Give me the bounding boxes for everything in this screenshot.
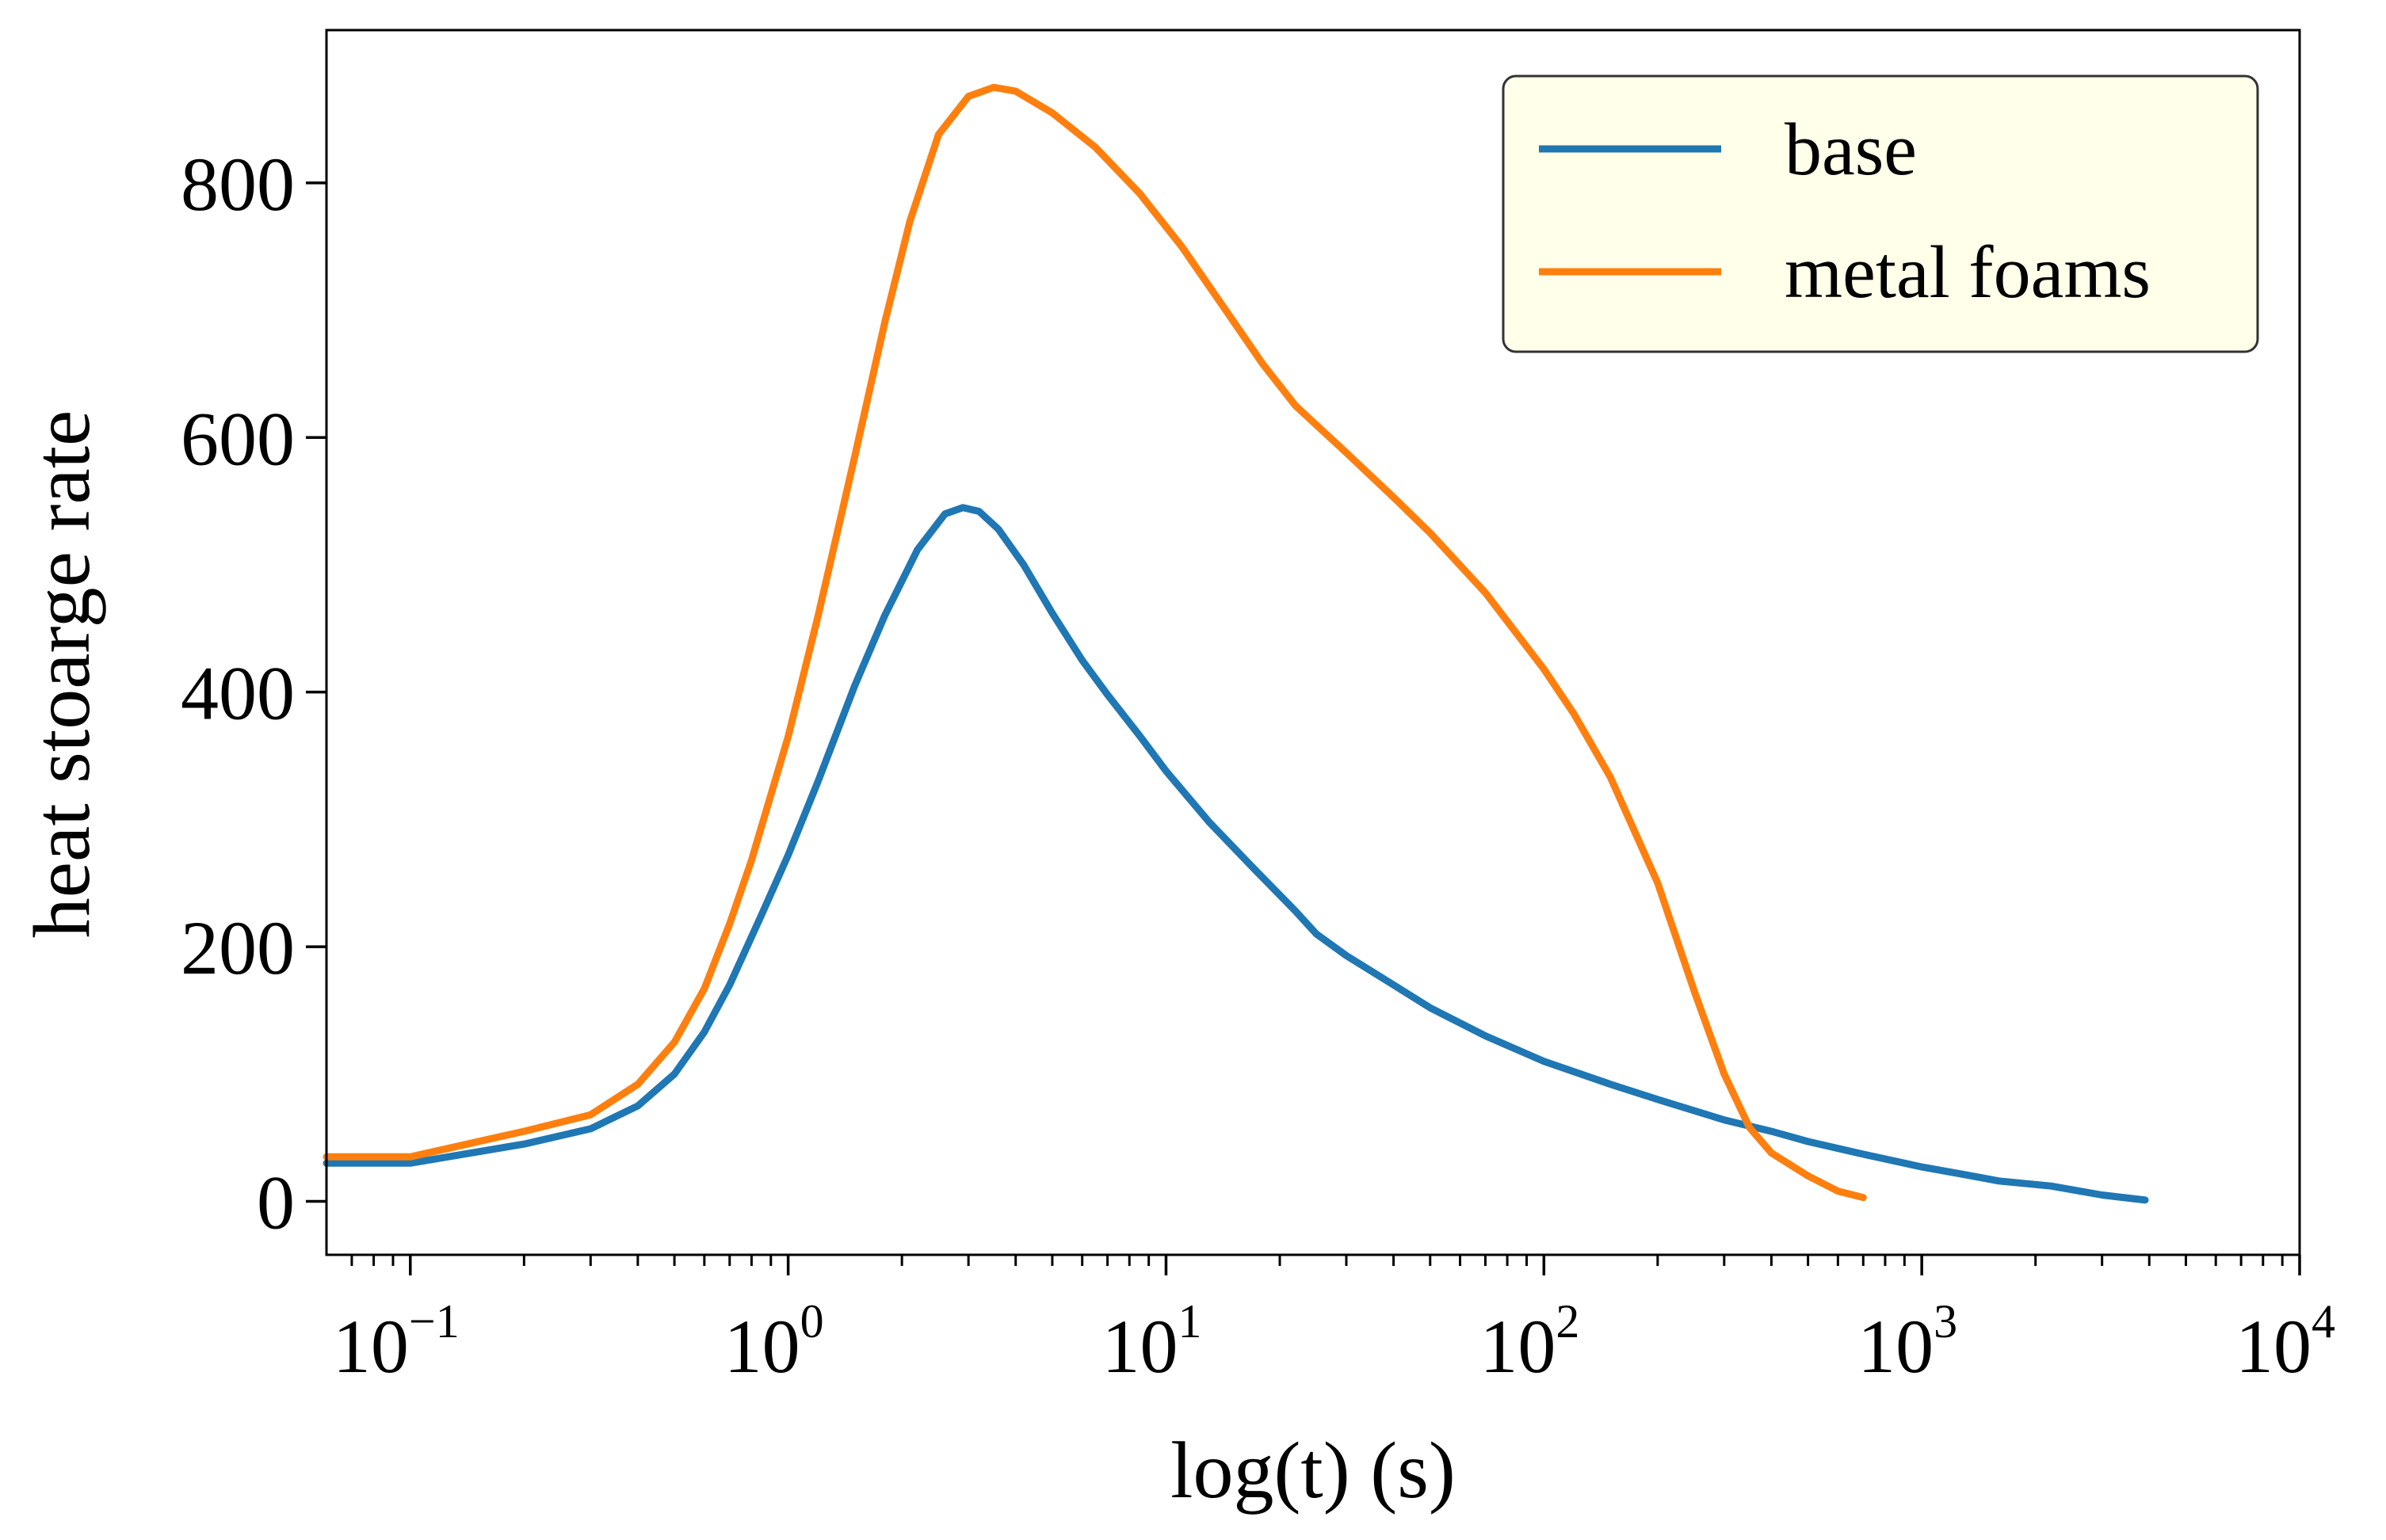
legend-label-metal-foams: metal foams [1785,231,2151,314]
x-tick-exponent: 3 [1934,1295,1957,1348]
x-axis-title: log(t) (s) [1170,1426,1456,1515]
x-tick-base: 10 [333,1304,409,1389]
y-tick-label: 0 [257,1161,295,1245]
x-tick-exponent: 4 [2312,1295,2335,1348]
legend: base metal foams [1502,74,2259,353]
x-tick-label: 101 [1101,1295,1201,1389]
x-tick-exponent: 1 [1178,1295,1201,1348]
x-tick-base: 10 [1101,1304,1178,1389]
x-tick-exponent: 2 [1556,1295,1579,1348]
x-tick-base: 10 [2235,1304,2312,1389]
x-tick-label: 102 [1479,1295,1579,1389]
legend-label-base: base [1785,109,1917,191]
x-tick-base: 10 [724,1304,800,1389]
x-tick-label: 104 [2235,1295,2335,1389]
x-tick-base: 10 [1857,1304,1934,1389]
x-tick-base: 10 [1479,1304,1556,1389]
x-tick-label: 10−1 [333,1295,460,1389]
x-tick-exponent: −1 [409,1295,460,1348]
y-tick-label: 600 [181,396,295,481]
series-line-base [323,504,2149,1204]
plot-area-frame [325,29,2301,1256]
series-layer [323,83,2149,1204]
x-tick-label: 103 [1857,1295,1957,1389]
x-tick-label: 100 [724,1295,824,1389]
legend-box [1502,74,2259,353]
y-axis: 0 200 400 600 800 [181,142,326,1245]
x-tick-exponent: 0 [800,1295,824,1348]
y-tick-label: 200 [181,905,295,990]
series-line-metal-foams [323,83,1867,1202]
y-axis-title: heat stoarge rate [17,410,107,938]
y-tick-label: 400 [181,651,295,736]
x-axis: 10−1 100 101 102 103 104 [333,1255,2335,1389]
y-tick-label: 800 [181,142,295,227]
